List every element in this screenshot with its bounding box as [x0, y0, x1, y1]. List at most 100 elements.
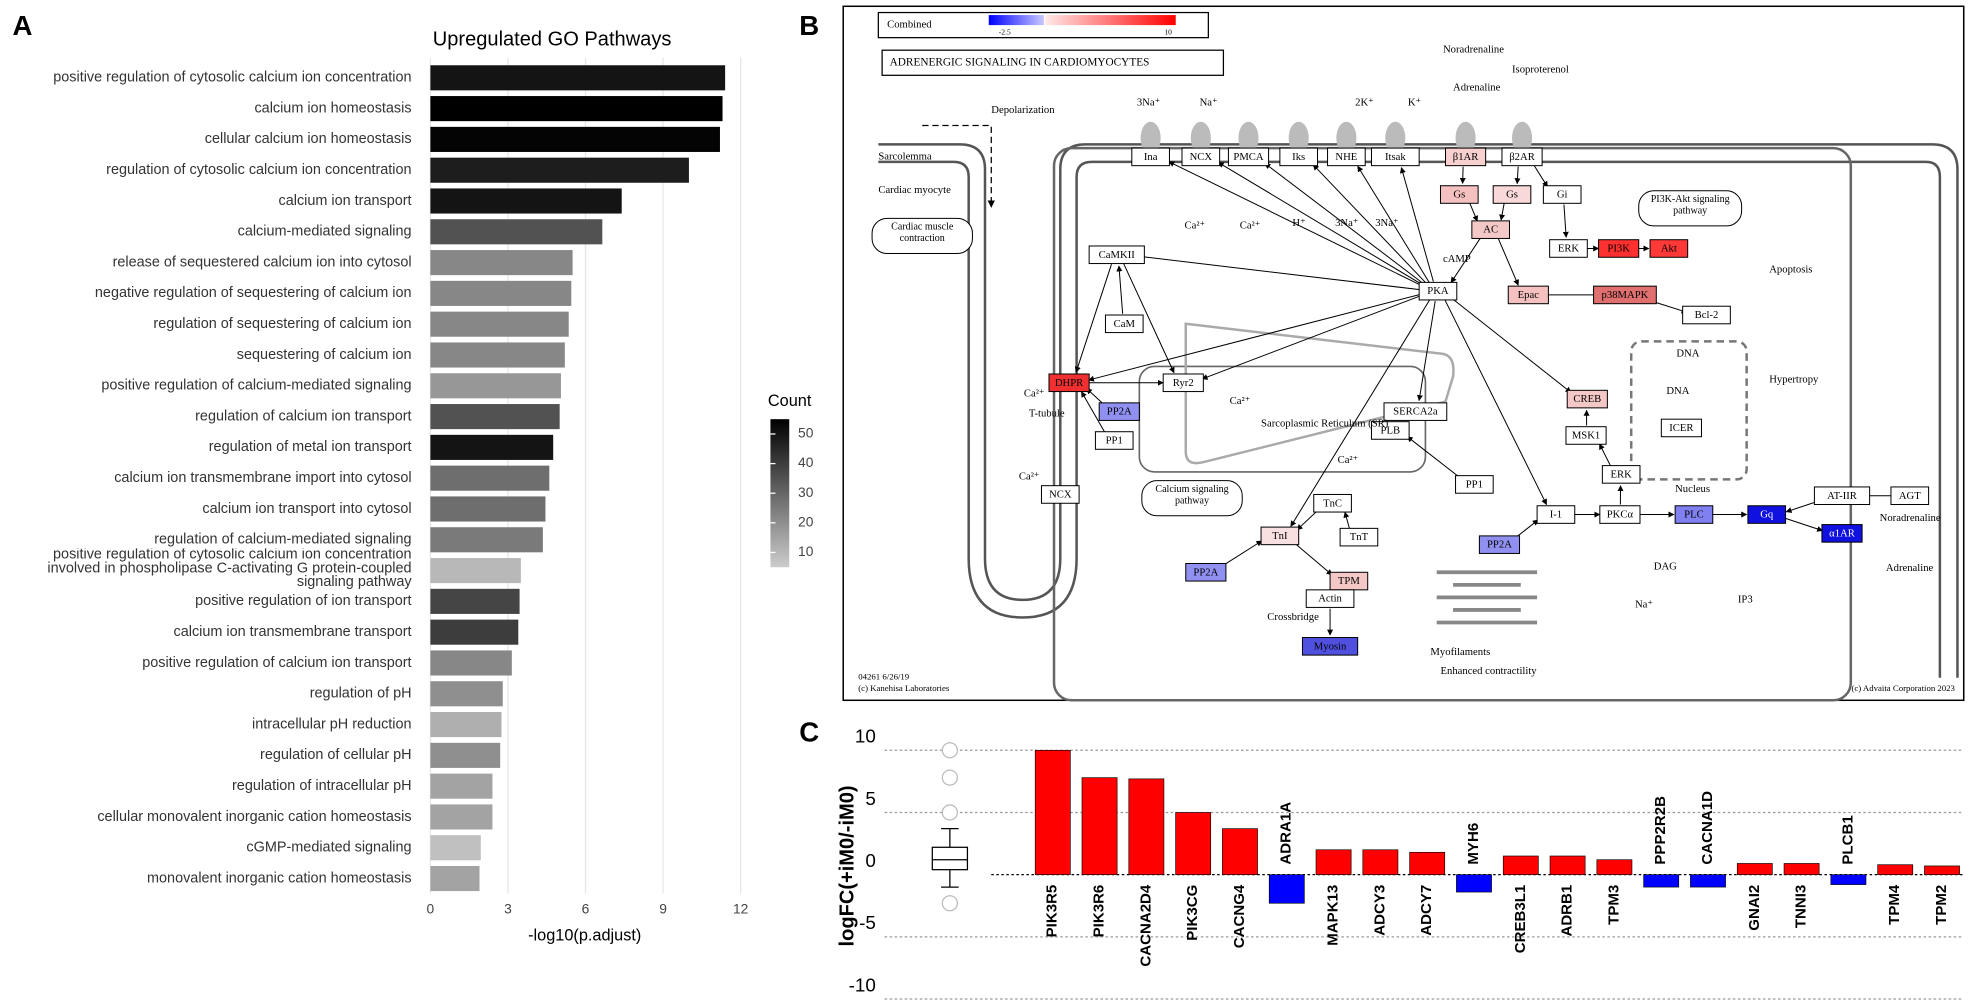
bar: [1175, 812, 1212, 875]
node-label: Actin: [1318, 594, 1342, 605]
diagram-label: Nucleus: [1675, 484, 1710, 495]
diagram-label: Myofilaments: [1430, 647, 1490, 658]
x-tick-label: ADRB1: [1559, 885, 1576, 937]
node-box: [1162, 373, 1204, 393]
bar: [1315, 849, 1352, 875]
node-label: PKA: [1427, 286, 1449, 297]
bar: [430, 250, 573, 276]
edge: [1116, 265, 1124, 314]
node-box: [1185, 562, 1227, 582]
node-box: [1048, 373, 1090, 393]
edge: [1497, 238, 1519, 286]
x-tick-label: ADCY7: [1418, 885, 1435, 936]
diagram-label: Na⁺: [1635, 599, 1653, 610]
x-tick-label: 12: [733, 902, 748, 917]
edge: [1406, 436, 1462, 480]
y-tick-label: cellular monovalent inorganic cation hom…: [97, 809, 411, 825]
bar: [1596, 859, 1633, 875]
diagram-label: 2K⁺: [1355, 97, 1374, 108]
node-label: NCX: [1190, 152, 1213, 163]
edge: [1219, 540, 1263, 569]
map-label: PI3K-Akt signaling pathway: [1651, 193, 1730, 216]
x-tick-label: ADRA1A: [1278, 802, 1295, 865]
x-tick-label: MAPK13: [1325, 885, 1342, 946]
bar: [430, 157, 689, 183]
chart-title: Upregulated GO Pathways: [433, 28, 672, 50]
y-tick-label: sequestering of calcium ion: [237, 347, 412, 363]
y-tick-label: 0: [865, 850, 875, 871]
bar: [430, 65, 726, 91]
bar: [1736, 863, 1773, 875]
node-label: TnI: [1272, 531, 1288, 542]
y-tick-label: -5: [859, 912, 876, 933]
edge: [1599, 443, 1612, 468]
diagram-label: 3Na⁺: [1137, 97, 1161, 108]
diagram-label: IP3: [1738, 594, 1753, 605]
y-tick-label: positive regulation of calcium ion trans…: [142, 655, 411, 671]
node-box: [1301, 637, 1359, 656]
cell-interior: [1052, 146, 1853, 702]
node-box: [1890, 486, 1930, 506]
x-tick-label: PPP2R2B: [1652, 796, 1669, 865]
diagram-label: K⁺: [1408, 97, 1422, 108]
node-box: [1040, 485, 1080, 504]
node-box: [1747, 505, 1787, 524]
bar: [1409, 851, 1446, 875]
node-label: PP2A: [1193, 567, 1218, 578]
edge: [1292, 541, 1333, 576]
x-tick-label: PIK3R6: [1091, 885, 1108, 938]
x-tick-label: CACNA2D4: [1137, 884, 1154, 967]
node-box: [1566, 389, 1608, 409]
y-tick-label: positive regulation of cytosolic calcium…: [53, 70, 411, 86]
channel: [1512, 121, 1533, 155]
edge: [1290, 299, 1431, 527]
y-tick-label: positive regulation of cytosolic calcium…: [47, 547, 412, 590]
diagram-label: Ca²⁺: [1240, 220, 1261, 231]
colorbar-tick-label: 20: [798, 514, 814, 529]
x-tick-label: TNNI3: [1793, 885, 1810, 928]
diagram-label: Sarcolemma: [878, 151, 932, 162]
node-label: NHE: [1335, 152, 1357, 163]
box-outlier: [941, 895, 959, 912]
node-box: [1660, 418, 1702, 438]
x-tick-label: TPM4: [1886, 884, 1903, 925]
node-label: Myosin: [1314, 641, 1347, 652]
diagram-label: DNA: [1676, 348, 1699, 359]
bar: [430, 219, 603, 245]
y-tick-label: regulation of sequestering of calcium io…: [153, 316, 411, 332]
bar: [1268, 874, 1305, 904]
edge: [1450, 237, 1482, 284]
y-tick-label: calcium ion homeostasis: [254, 100, 411, 116]
node-box: [1813, 486, 1871, 506]
y-tick-label: monovalent inorganic cation homeostasis: [147, 870, 412, 886]
diagram-label: Adrenaline: [1453, 82, 1501, 93]
x-tick-label: ADCY3: [1371, 885, 1388, 936]
bar: [430, 650, 512, 676]
y-tick-label: regulation of intracellular pH: [232, 778, 412, 794]
node-label: AC: [1483, 225, 1498, 236]
y-tick-label: -10: [849, 974, 876, 995]
node-box: [1593, 285, 1657, 305]
node-box: [1492, 185, 1532, 204]
node-box: [1455, 475, 1494, 494]
bar: [430, 311, 569, 337]
node-label: PKCα: [1607, 510, 1634, 521]
bar: [1643, 874, 1680, 888]
colorbar-title: Count: [768, 392, 812, 410]
bar: [1924, 865, 1960, 875]
bar: [430, 373, 561, 399]
node-box: [1601, 465, 1641, 484]
y-tick-label: release of sequestered calcium ion into …: [113, 254, 412, 270]
bar: [430, 126, 720, 152]
edge: [1264, 163, 1426, 286]
node-label: Iks: [1292, 152, 1305, 163]
node-label: Gq: [1760, 510, 1774, 521]
node-label: Bcl-2: [1695, 310, 1719, 321]
diagram-label: H⁺: [1292, 218, 1306, 229]
bar: [430, 188, 622, 214]
node-label: PI3K: [1607, 244, 1630, 255]
map-label: Calcium signaling pathway: [1155, 483, 1228, 506]
diagram-label: T-tubule: [1029, 409, 1065, 420]
bar: [1830, 874, 1867, 885]
diagram-label: Isoproterenol: [1512, 65, 1569, 76]
